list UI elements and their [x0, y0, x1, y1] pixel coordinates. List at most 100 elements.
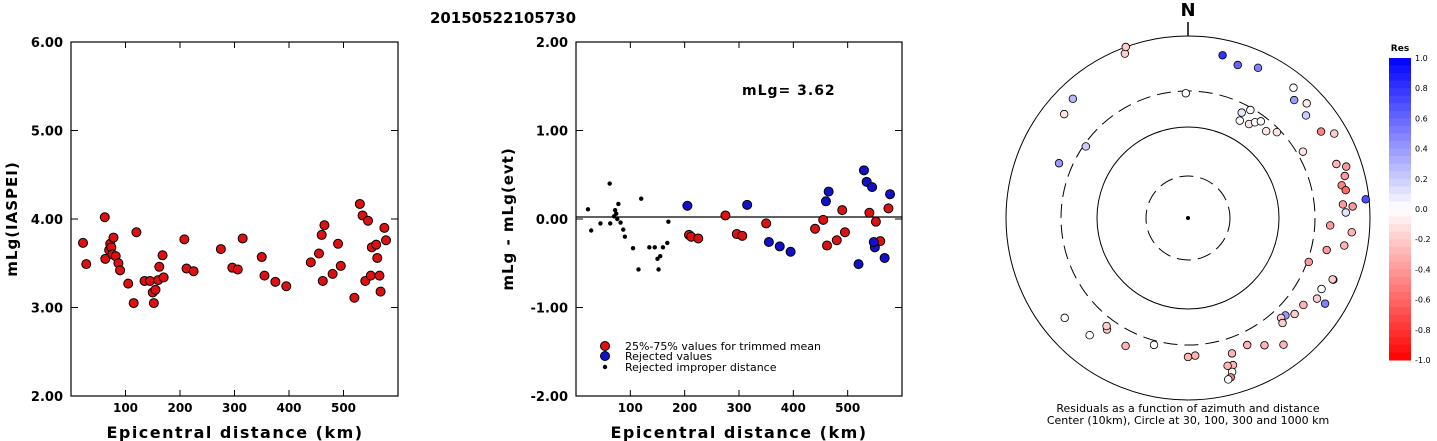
residual-point-improper: [652, 245, 657, 250]
station-residual-point: [1330, 129, 1339, 138]
station-residual-point: [1338, 200, 1348, 209]
magnitude-point-red: [99, 212, 110, 223]
magnitude-point-red: [379, 222, 390, 233]
station-residual-point: [1301, 111, 1311, 120]
colorbar-cell: [1389, 58, 1411, 67]
magnitude-point-red: [154, 261, 165, 272]
residual-point-improper: [598, 221, 603, 226]
colorbar-cell: [1389, 344, 1411, 353]
residual-point-improper: [658, 253, 663, 259]
magnitude-point-red: [108, 232, 119, 243]
y-tick-label: -1.00: [531, 302, 568, 317]
y-tick-label: 6.00: [31, 36, 63, 51]
residual-point-improper: [666, 219, 671, 224]
colorbar-tick-label: -0.8: [1415, 326, 1431, 335]
station-residual-point: [1341, 185, 1350, 195]
ring-30km: [1145, 175, 1231, 261]
event-magnitude-annotation: mLg= 3.62: [742, 83, 836, 99]
magnitude-point-red: [349, 292, 360, 303]
residual-point-improper: [630, 246, 636, 251]
station-residual-point: [1223, 361, 1232, 370]
colorbar-cell: [1389, 314, 1411, 323]
colorbar-ticks: 1.0 0.8 0.6 0.4 0.2 0.0 -0.2 -0.4 -0.6 -0.8 -1.0: [1415, 54, 1431, 365]
residual-point-improper: [621, 227, 626, 232]
magnitude-point-red: [237, 233, 248, 244]
colorbar-cell: [1389, 125, 1411, 134]
station-residual-point: [1278, 318, 1287, 328]
residual-point-improper: [647, 245, 652, 250]
residual-point-red: [837, 205, 848, 216]
y-tick-label: -2.00: [531, 390, 568, 405]
station-residual-point: [1328, 275, 1337, 284]
data-points: [585, 165, 896, 272]
x-tick-label: 500: [331, 401, 356, 415]
residual-point-red: [864, 207, 875, 218]
station-residual-point: [1243, 340, 1252, 350]
polar-caption-line1: Residuals as a function of azimuth and d…: [1056, 402, 1319, 415]
station-residual-point: [1272, 127, 1282, 137]
station-residual-point: [1304, 257, 1313, 267]
colorbar-cell: [1389, 88, 1411, 97]
station-residual-point: [1261, 126, 1271, 136]
magnitude-point-red: [150, 284, 161, 295]
colorbar-cell: [1389, 103, 1411, 112]
residual-point-blue: [763, 237, 774, 248]
colorbar-cells: [1389, 58, 1411, 361]
magnitude-point-red: [372, 252, 383, 263]
residual-point-red: [822, 240, 833, 251]
station-residual-point: [1068, 94, 1078, 104]
figure-title: 20150522105730: [430, 9, 576, 27]
residual-point-red: [810, 223, 821, 234]
residual-point-improper: [622, 234, 628, 239]
station-residual-point: [1289, 83, 1298, 92]
colorbar-cell: [1389, 337, 1411, 346]
station-residual-point: [1149, 340, 1159, 350]
colorbar-tick-label: -0.4: [1415, 265, 1431, 274]
station-residual-point: [1347, 228, 1356, 237]
station-residual-point: [1279, 340, 1288, 349]
colorbar-cell: [1389, 171, 1411, 180]
station-residual-point: [1348, 202, 1357, 211]
magnitude-point-red: [365, 270, 376, 281]
magnitude-point-red: [123, 278, 134, 289]
residual-point-improper: [608, 221, 613, 226]
colorbar-cell: [1389, 201, 1411, 210]
colorbar-cell: [1389, 141, 1411, 150]
magnitude-point-red: [259, 270, 270, 281]
colorbar-cell: [1389, 216, 1411, 225]
y-tick-label: 2.00: [536, 36, 568, 51]
colorbar-cell: [1389, 178, 1411, 187]
residual-point-improper: [639, 196, 644, 201]
magnitude-point-red: [81, 259, 92, 270]
station-residual-point: [1246, 105, 1255, 115]
colorbar-cell: [1389, 329, 1411, 338]
residual-point-improper: [616, 201, 621, 207]
station-residual-point: [1233, 60, 1242, 70]
y-tick-label: 0.00: [536, 213, 568, 228]
station-residual-point: [1218, 51, 1227, 60]
magnitude-point-red: [305, 257, 316, 268]
north-label: N: [1180, 0, 1195, 21]
magnitude-point-red: [115, 265, 126, 276]
center-marker: [1186, 216, 1190, 220]
colorbar-cell: [1389, 292, 1411, 301]
station-residual-point: [1060, 313, 1069, 323]
colorbar-tick-label: 0.2: [1415, 175, 1428, 184]
station-residual-point: [1316, 127, 1326, 136]
station-residual-point: [1256, 117, 1266, 126]
residual-point-improper: [655, 256, 660, 262]
station-residual-point: [1059, 109, 1069, 119]
x-tick-label: 100: [113, 401, 138, 415]
ring-1000km: [1005, 35, 1371, 401]
magnitude-point-red: [335, 260, 346, 271]
colorbar-cell: [1389, 209, 1411, 218]
colorbar-cell: [1389, 269, 1411, 278]
station-residual-point: [1341, 208, 1351, 217]
y-axis-label: mLg(IASPEI): [3, 161, 21, 276]
x-tick-label: 500: [835, 401, 860, 415]
colorbar-cell: [1389, 133, 1411, 142]
station-residual-point: [1253, 63, 1263, 73]
colorbar-cell: [1389, 193, 1411, 202]
station-residual-point: [1342, 162, 1351, 171]
